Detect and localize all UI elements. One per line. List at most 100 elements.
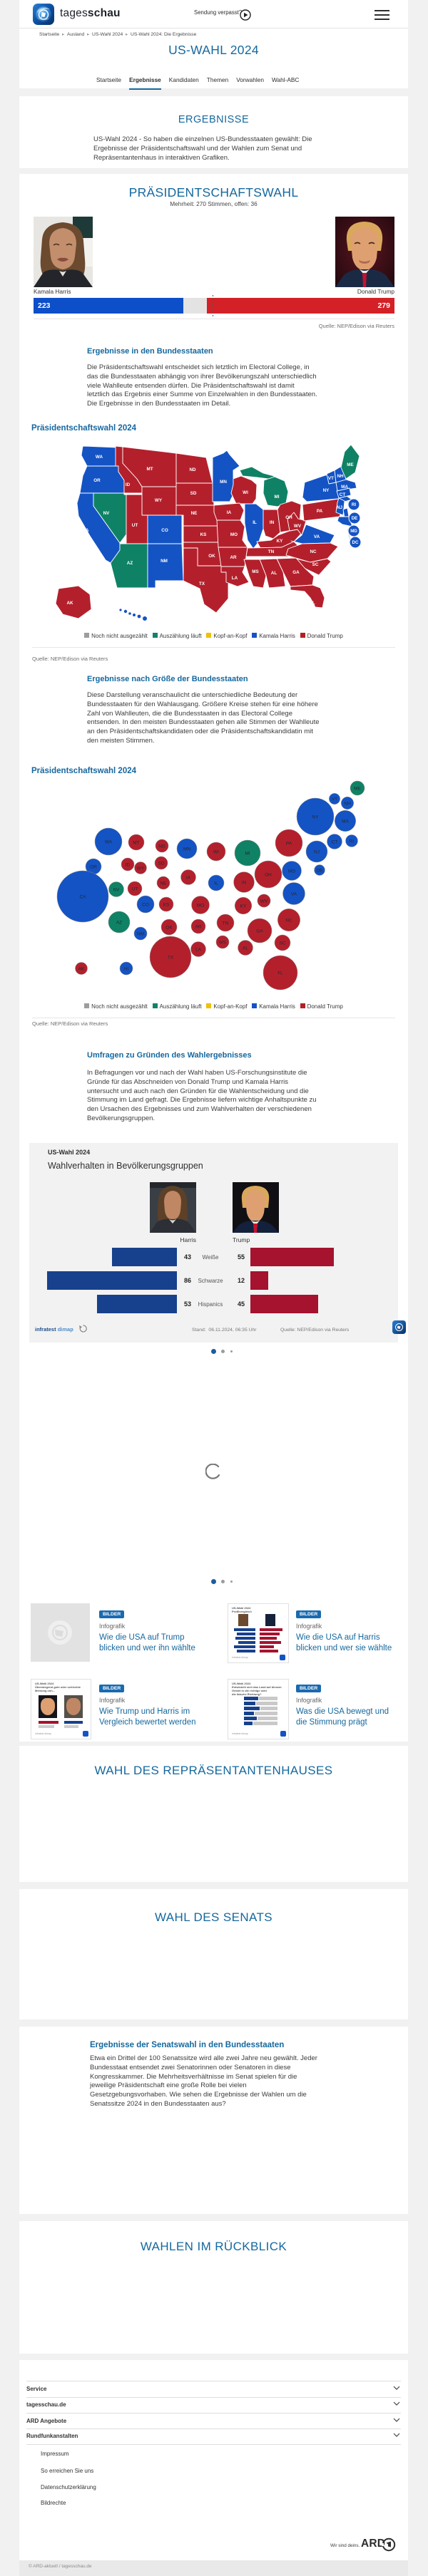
svg-text:SD: SD xyxy=(158,861,164,866)
svg-text:IA: IA xyxy=(186,875,191,880)
svg-text:TN: TN xyxy=(223,921,229,926)
svg-text:MA: MA xyxy=(342,819,349,824)
svg-text:VA: VA xyxy=(314,534,320,539)
svg-text:MO: MO xyxy=(230,532,238,537)
svg-text:TN: TN xyxy=(268,549,275,554)
svg-text:MA: MA xyxy=(341,485,348,490)
svg-text:FL: FL xyxy=(310,601,315,606)
svg-text:MT: MT xyxy=(146,467,153,472)
svg-text:NJ: NJ xyxy=(314,849,320,854)
svg-text:CT: CT xyxy=(340,492,346,497)
svg-text:GA: GA xyxy=(292,570,300,575)
svg-text:CO: CO xyxy=(161,528,168,533)
svg-text:MO: MO xyxy=(197,903,204,908)
svg-text:VT: VT xyxy=(328,476,334,481)
svg-text:WV: WV xyxy=(294,524,302,529)
svg-text:OK: OK xyxy=(208,554,215,559)
svg-text:DE: DE xyxy=(352,516,358,521)
svg-text:TX: TX xyxy=(199,581,205,586)
svg-text:NH: NH xyxy=(337,474,344,479)
svg-text:FL: FL xyxy=(277,971,283,976)
svg-text:ND: ND xyxy=(189,467,196,472)
svg-text:WA: WA xyxy=(96,455,103,460)
svg-text:NC: NC xyxy=(285,918,292,923)
svg-text:SD: SD xyxy=(190,491,197,496)
svg-text:AZ: AZ xyxy=(116,920,122,925)
svg-text:AL: AL xyxy=(243,946,248,951)
svg-text:MN: MN xyxy=(220,480,227,485)
svg-text:AK: AK xyxy=(78,966,85,971)
svg-text:LA: LA xyxy=(232,576,238,581)
svg-text:IN: IN xyxy=(242,880,247,885)
svg-text:NY: NY xyxy=(312,814,319,819)
svg-text:KS: KS xyxy=(163,902,170,907)
svg-text:NM: NM xyxy=(137,931,144,936)
svg-text:ME: ME xyxy=(354,786,361,791)
svg-text:NE: NE xyxy=(191,511,198,516)
svg-text:OR: OR xyxy=(90,864,97,869)
svg-text:AR: AR xyxy=(195,924,201,929)
svg-text:MN: MN xyxy=(183,847,190,852)
svg-text:CO: CO xyxy=(142,902,149,907)
svg-text:MS: MS xyxy=(219,940,226,945)
svg-text:VA: VA xyxy=(291,891,297,896)
svg-text:UT: UT xyxy=(132,523,138,528)
svg-text:RI: RI xyxy=(352,502,356,507)
svg-text:AK: AK xyxy=(66,601,73,606)
svg-text:OH: OH xyxy=(265,872,272,877)
svg-text:ME: ME xyxy=(347,462,353,467)
svg-text:DC: DC xyxy=(352,540,359,545)
svg-text:OK: OK xyxy=(165,925,173,930)
svg-text:UT: UT xyxy=(132,886,138,891)
svg-text:IL: IL xyxy=(214,881,218,886)
svg-text:HI: HI xyxy=(124,966,129,971)
svg-text:GA: GA xyxy=(256,929,263,933)
svg-text:VT: VT xyxy=(332,797,337,802)
svg-text:MI: MI xyxy=(245,851,250,856)
svg-text:PA: PA xyxy=(286,841,292,846)
svg-text:WY: WY xyxy=(137,866,145,871)
svg-text:NV: NV xyxy=(113,887,120,892)
svg-text:KY: KY xyxy=(240,904,247,909)
svg-text:WA: WA xyxy=(105,839,113,844)
svg-text:IL: IL xyxy=(253,520,257,525)
svg-text:NM: NM xyxy=(160,559,168,564)
svg-text:AR: AR xyxy=(230,555,237,560)
svg-text:MD: MD xyxy=(288,869,295,874)
svg-text:NY: NY xyxy=(323,488,330,493)
svg-text:ID: ID xyxy=(126,862,131,867)
svg-text:AZ: AZ xyxy=(127,561,133,566)
svg-text:CA: CA xyxy=(79,894,86,899)
svg-text:DE: DE xyxy=(316,868,323,873)
svg-text:MD: MD xyxy=(350,529,357,534)
svg-text:AL: AL xyxy=(271,571,277,576)
svg-text:MS: MS xyxy=(252,569,258,574)
svg-text:ND: ND xyxy=(158,844,165,849)
svg-text:NV: NV xyxy=(103,511,111,516)
svg-text:ID: ID xyxy=(126,482,131,487)
svg-text:NC: NC xyxy=(310,549,317,554)
svg-text:WY: WY xyxy=(155,498,163,503)
svg-text:OH: OH xyxy=(285,515,292,520)
svg-text:CT: CT xyxy=(332,839,338,844)
svg-text:SC: SC xyxy=(279,941,285,946)
svg-text:CA: CA xyxy=(82,528,89,533)
svg-text:LA: LA xyxy=(195,947,202,952)
svg-text:NE: NE xyxy=(160,881,167,886)
svg-text:MI: MI xyxy=(275,495,280,500)
svg-text:WI: WI xyxy=(213,849,219,854)
svg-text:MT: MT xyxy=(133,840,139,845)
svg-text:KY: KY xyxy=(277,539,284,544)
svg-text:OR: OR xyxy=(93,478,101,483)
svg-text:WV: WV xyxy=(260,899,268,904)
svg-text:RI: RI xyxy=(350,839,355,844)
svg-text:PA: PA xyxy=(317,509,323,514)
svg-text:TX: TX xyxy=(168,955,174,960)
svg-text:KS: KS xyxy=(200,532,207,537)
svg-text:NJ: NJ xyxy=(337,505,343,510)
svg-text:SC: SC xyxy=(312,562,319,567)
svg-text:IN: IN xyxy=(270,520,275,525)
svg-text:WI: WI xyxy=(243,490,248,495)
svg-text:NH: NH xyxy=(344,801,351,806)
svg-text:IA: IA xyxy=(227,510,232,515)
